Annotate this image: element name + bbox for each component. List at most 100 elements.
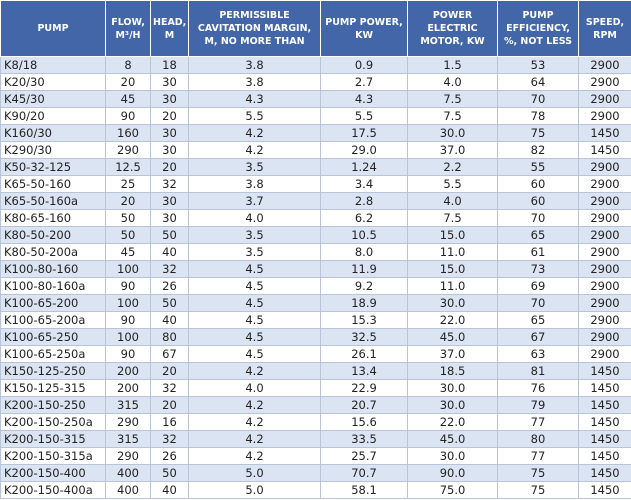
- table-cell: 15.0: [407, 226, 498, 244]
- table-cell: 13.4: [320, 362, 408, 380]
- table-cell: 4.3: [320, 90, 408, 108]
- table-cell: 26: [150, 277, 189, 295]
- table-row: K20/30 20 30 3.8 2.7 4.0 64 2900: [0, 73, 631, 91]
- table-cell: 1450: [578, 141, 631, 159]
- table-cell: 25.7: [320, 447, 408, 465]
- table-cell: 37.0: [407, 345, 498, 363]
- table-cell: 7.5: [407, 90, 498, 108]
- table-cell: 58.1: [320, 481, 408, 499]
- pump-name: K8/18: [0, 56, 106, 74]
- table-cell: 2900: [578, 226, 631, 244]
- table-cell: 4.2: [188, 430, 321, 448]
- table-cell: 60: [497, 192, 579, 210]
- table-cell: 100: [105, 294, 151, 312]
- table-cell: 7.5: [407, 209, 498, 227]
- table-cell: 45.0: [407, 430, 498, 448]
- table-row: K200-150-250a 290 16 4.2 15.6 22.0 77 1450: [0, 413, 631, 431]
- pump-name: K100-80-160: [0, 260, 106, 278]
- table-row: K45/30 45 30 4.3 4.3 7.5 70 2900: [0, 90, 631, 108]
- table-cell: 65: [497, 226, 579, 244]
- table-row: K65-50-160a 20 30 3.7 2.8 4.0 60 2900: [0, 192, 631, 210]
- table-cell: 40: [150, 481, 189, 499]
- table-cell: 1.5: [407, 56, 498, 74]
- table-cell: 1450: [578, 379, 631, 397]
- table-cell: 0.9: [320, 56, 408, 74]
- table-cell: 2900: [578, 158, 631, 176]
- table-cell: 2900: [578, 90, 631, 108]
- header-cell: POWER ELECTRIC MOTOR, KW: [407, 0, 498, 57]
- table-cell: 53: [497, 56, 579, 74]
- table-cell: 290: [105, 413, 151, 431]
- table-cell: 30: [150, 73, 189, 91]
- table-cell: 2900: [578, 294, 631, 312]
- header-cell: PERMISSIBLE CAVITATION MARGIN, M, NO MOR…: [188, 0, 321, 57]
- header-cell: FLOW, M³/H: [105, 0, 151, 57]
- table-cell: 22.0: [407, 311, 498, 329]
- table-cell: 20: [150, 107, 189, 125]
- table-row: K8/18 8 18 3.8 0.9 1.5 53 2900: [0, 56, 631, 74]
- table-cell: 67: [497, 328, 579, 346]
- table-cell: 26: [150, 447, 189, 465]
- table-cell: 2.2: [407, 158, 498, 176]
- table-cell: 76: [497, 379, 579, 397]
- table-cell: 1.24: [320, 158, 408, 176]
- table-cell: 30.0: [407, 396, 498, 414]
- table-cell: 50: [105, 209, 151, 227]
- table-cell: 77: [497, 447, 579, 465]
- table-cell: 3.8: [188, 73, 321, 91]
- table-cell: 30.0: [407, 294, 498, 312]
- table-cell: 30: [150, 90, 189, 108]
- pump-name: K20/30: [0, 73, 106, 91]
- table-cell: 45: [105, 243, 151, 261]
- table-cell: 32: [150, 430, 189, 448]
- table-cell: 1450: [578, 481, 631, 499]
- table-cell: 22.0: [407, 413, 498, 431]
- table-cell: 30: [150, 124, 189, 142]
- pump-name: K200-150-315a: [0, 447, 106, 465]
- table-cell: 2900: [578, 277, 631, 295]
- table-cell: 4.0: [188, 379, 321, 397]
- table-cell: 4.0: [407, 192, 498, 210]
- table-cell: 25: [105, 175, 151, 193]
- table-cell: 90.0: [407, 464, 498, 482]
- table-row: K200-150-315 315 32 4.2 33.5 45.0 80 1450: [0, 430, 631, 448]
- table-cell: 400: [105, 464, 151, 482]
- table-cell: 4.2: [188, 413, 321, 431]
- table-cell: 3.5: [188, 158, 321, 176]
- table-cell: 50: [150, 294, 189, 312]
- table-cell: 30: [150, 192, 189, 210]
- table-cell: 75: [497, 464, 579, 482]
- table-cell: 2900: [578, 107, 631, 125]
- table-cell: 70: [497, 209, 579, 227]
- table-cell: 22.9: [320, 379, 408, 397]
- pump-name: K80-65-160: [0, 209, 106, 227]
- pump-name: K200-150-250: [0, 396, 106, 414]
- table-cell: 2900: [578, 243, 631, 261]
- table-cell: 2900: [578, 311, 631, 329]
- table-cell: 29.0: [320, 141, 408, 159]
- table-cell: 4.3: [188, 90, 321, 108]
- table-cell: 20: [105, 73, 151, 91]
- table-row: K80-50-200 50 50 3.5 10.5 15.0 65 2900: [0, 226, 631, 244]
- table-cell: 90: [105, 107, 151, 125]
- pump-name: K100-65-250: [0, 328, 106, 346]
- table-cell: 30: [150, 141, 189, 159]
- table-cell: 69: [497, 277, 579, 295]
- table-cell: 3.8: [188, 56, 321, 74]
- table-cell: 15.6: [320, 413, 408, 431]
- table-cell: 32: [150, 260, 189, 278]
- pump-name: K100-65-200: [0, 294, 106, 312]
- table-cell: 2900: [578, 56, 631, 74]
- header-cell: PUMP: [0, 0, 106, 57]
- table-cell: 12.5: [105, 158, 151, 176]
- table-row: K200-150-315a 290 26 4.2 25.7 30.0 77 1450: [0, 447, 631, 465]
- table-cell: 32: [150, 175, 189, 193]
- table-cell: 65: [497, 311, 579, 329]
- table-cell: 50: [150, 464, 189, 482]
- header-cell: PUMP POWER, KW: [320, 0, 408, 57]
- table-cell: 4.2: [188, 124, 321, 142]
- table-row: K80-50-200a 45 40 3.5 8.0 11.0 61 2900: [0, 243, 631, 261]
- table-cell: 4.5: [188, 294, 321, 312]
- table-cell: 61: [497, 243, 579, 261]
